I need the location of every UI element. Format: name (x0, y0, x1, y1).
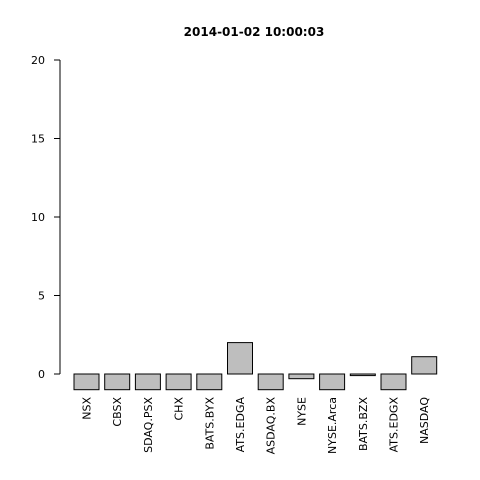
x-tick-label: ASDAQ.BX (265, 397, 278, 455)
x-tick-label: SDAQ.PSX (142, 397, 155, 453)
bar-cbsx (104, 373, 131, 391)
x-axis-labels: NSX CBSX SDAQ.PSX CHX BATS.BYX ATS.EDGA ASDAQ.… (81, 397, 432, 455)
bar-asdaq-bx (257, 373, 284, 391)
x-tick-label: NYSE.Arca (326, 397, 339, 454)
bars (73, 342, 438, 391)
y-tick-label: 15 (31, 133, 45, 146)
bar-bats-bzx (349, 373, 376, 377)
chart-title: 2014-01-02 10:00:03 (184, 25, 325, 39)
bar-ats-edgx (380, 373, 407, 391)
y-tick-label: 5 (38, 290, 45, 303)
x-tick-label: BATS.BYX (203, 397, 216, 450)
bar-bats-byx (196, 373, 223, 391)
bar-ats-edga (227, 342, 253, 375)
bar-nyse (288, 373, 315, 380)
x-tick-label: NYSE (295, 397, 308, 426)
bar-nyse-arca (319, 373, 346, 391)
x-tick-label: CHX (173, 397, 186, 421)
x-tick-label: CBSX (111, 397, 124, 427)
bar-nasdaq (411, 356, 438, 375)
y-tick-label: 0 (38, 368, 45, 381)
x-tick-label: NSX (81, 397, 94, 420)
x-tick-label: BATS.BZX (357, 397, 370, 451)
bar-nsx (73, 373, 100, 391)
bar-sdaq-psx (134, 373, 161, 391)
y-tick-label: 20 (31, 54, 45, 67)
y-axis: 0 5 10 15 20 (31, 54, 61, 381)
y-tick-label: 10 (31, 211, 45, 224)
x-tick-label: ATS.EDGX (388, 397, 401, 453)
x-tick-label: NASDAQ (418, 397, 431, 444)
x-tick-label: ATS.EDGA (234, 397, 247, 453)
bar-chx (165, 373, 192, 391)
